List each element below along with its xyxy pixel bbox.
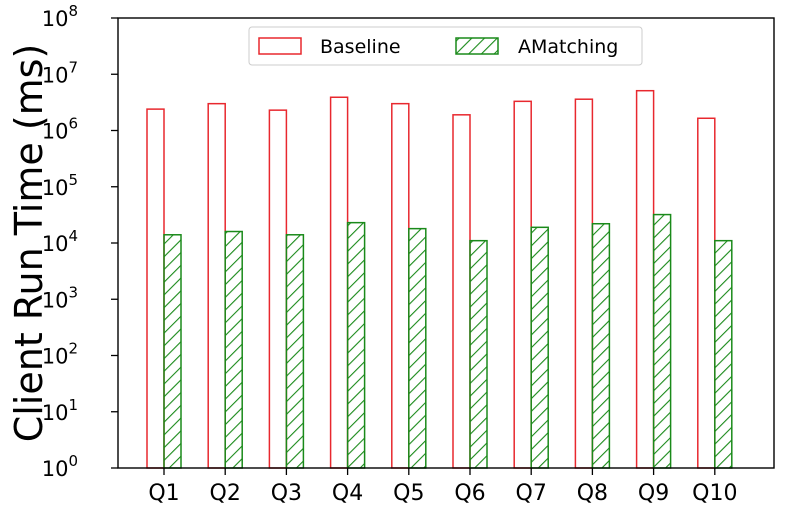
plot-frame bbox=[117, 17, 775, 469]
x-tick-label-q7: Q7 bbox=[516, 481, 547, 506]
legend-swatch-amatching bbox=[455, 37, 499, 55]
x-axis-ticks: Q1 Q2 Q3 Q4 Q5 Q6 Q7 Q8 Q9 Q10 bbox=[148, 468, 737, 506]
amatching-bar-q3 bbox=[285, 234, 305, 469]
y-tick-label: 102 bbox=[42, 340, 78, 369]
y-tick-label: 104 bbox=[42, 227, 78, 256]
amatching-bar-q2 bbox=[224, 230, 243, 469]
y-tick-label: 103 bbox=[42, 283, 78, 312]
amatching-bar-q10 bbox=[714, 239, 733, 469]
plot-background bbox=[118, 18, 774, 468]
x-tick-label-q6: Q6 bbox=[454, 481, 485, 506]
y-tick-label: 101 bbox=[42, 396, 78, 425]
y-tick-label: 100 bbox=[42, 452, 78, 481]
y-axis-ticks: 100 101 102 103 104 105 106 107 108 bbox=[42, 2, 118, 481]
legend-label-amatching: AMatching bbox=[518, 36, 618, 58]
y-axis-title: Client Run Time (ms) bbox=[7, 44, 51, 443]
amatching-bar-q6 bbox=[469, 239, 488, 469]
amatching-bar-q1 bbox=[163, 234, 182, 469]
y-tick-label: 105 bbox=[42, 171, 78, 200]
amatching-bar-q4 bbox=[346, 221, 366, 469]
y-tick-label: 106 bbox=[42, 115, 78, 144]
legend: Baseline AMatching bbox=[248, 26, 643, 66]
y-tick-label: 107 bbox=[42, 58, 78, 87]
legend-box bbox=[248, 26, 643, 66]
legend-swatch-baseline bbox=[258, 37, 302, 55]
x-tick-label-q4: Q4 bbox=[332, 481, 363, 506]
legend-label-baseline: Baseline bbox=[320, 36, 401, 58]
x-tick-label-q2: Q2 bbox=[210, 481, 241, 506]
x-tick-label-q3: Q3 bbox=[271, 481, 302, 506]
x-tick-label-q8: Q8 bbox=[577, 481, 608, 506]
x-tick-label-q1: Q1 bbox=[148, 481, 179, 506]
x-tick-label-q9: Q9 bbox=[638, 481, 669, 506]
amatching-bar-q9 bbox=[652, 213, 672, 469]
amatching-bar-q7 bbox=[530, 226, 549, 469]
amatching-bar-q5 bbox=[408, 227, 427, 469]
x-tick-label-q10: Q10 bbox=[692, 481, 737, 506]
amatching-bar-q8 bbox=[591, 222, 611, 469]
y-tick-label: 108 bbox=[42, 2, 78, 31]
x-tick-label-q5: Q5 bbox=[393, 481, 424, 506]
